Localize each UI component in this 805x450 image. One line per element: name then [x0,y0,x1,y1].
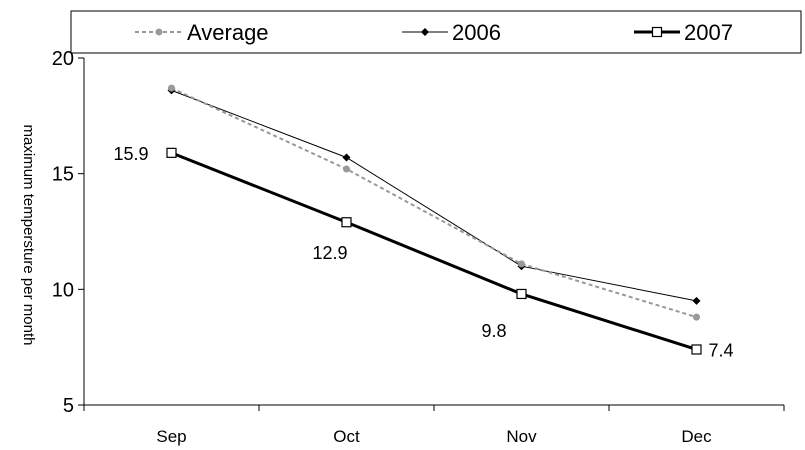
marker-2007 [341,217,352,228]
data-labels: 15.9 12.9 9.8 7.4 [114,144,734,361]
series-line-2007 [170,151,697,351]
data-label: 7.4 [709,340,734,360]
marker-2006 [692,296,701,305]
series-2006 [167,86,701,305]
marker-2007 [691,344,702,355]
legend-item-2006: 2006 [402,20,501,45]
marker-2007 [166,147,177,158]
marker-average [518,260,525,268]
legend-label: Average [187,20,269,45]
legend: Average 2006 2007 [70,10,802,54]
marker-2006 [342,153,351,162]
series-line-average [171,87,697,319]
series-2007 [166,147,702,355]
y-tick-label: 15 [52,164,74,186]
marker-average [693,313,700,321]
legend-label: 2007 [684,20,733,45]
y-axis-label: maximum tempersture per month [20,125,37,346]
marker-average [168,84,175,92]
marker-2007 [516,288,527,300]
series-layer [166,84,702,355]
data-label: 15.9 [114,144,149,164]
y-tick-label: 20 [52,48,74,70]
marker-2006 [421,28,429,36]
y-tick-label: 10 [52,279,74,301]
axes: 5 10 15 20 Sep Oct Nov Dec [52,48,785,446]
legend-item-average: Average [135,20,269,45]
x-tick-label: Nov [506,427,537,446]
marker-average [343,165,350,173]
x-tick-label: Sep [156,427,186,446]
marker-average [155,28,163,36]
data-label: 12.9 [313,243,348,263]
series-line-2006 [171,89,697,302]
series-average [168,84,700,321]
marker-2007 [651,26,663,38]
x-tick-label: Oct [333,427,360,446]
y-tick-label: 5 [63,395,74,417]
x-tick-label: Dec [681,427,712,446]
data-label: 9.8 [482,321,507,341]
legend-label: 2006 [452,20,501,45]
legend-item-2007: 2007 [634,20,733,45]
